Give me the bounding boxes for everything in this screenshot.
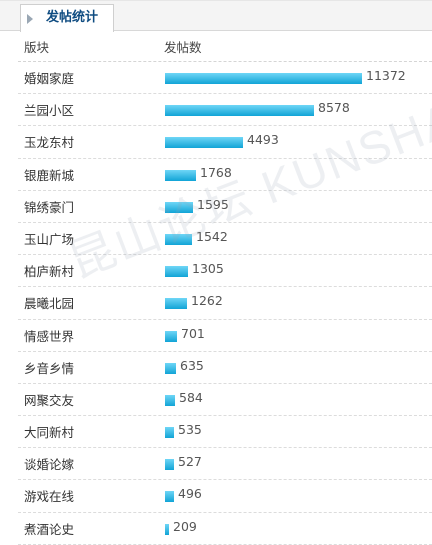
post-count-value: 635 bbox=[180, 357, 204, 373]
board-name-link[interactable]: 婚姻家庭 bbox=[24, 71, 75, 86]
post-count-value: 209 bbox=[173, 518, 197, 534]
board-name-link[interactable]: 兰园小区 bbox=[24, 103, 75, 119]
board-name-link[interactable]: 情感世界 bbox=[24, 328, 75, 344]
post-count-bar bbox=[165, 459, 174, 471]
board-name-link[interactable]: 谈婚论嫁 bbox=[24, 457, 75, 473]
table-row: 玉山广场 1542 bbox=[18, 223, 432, 256]
board-name-link[interactable]: 乡音乡情 bbox=[24, 360, 75, 376]
post-count-bar bbox=[165, 105, 314, 117]
column-header-board: 版块 bbox=[24, 40, 50, 55]
table-row: 柏庐新村 1305 bbox=[18, 255, 432, 288]
tab-post-stats[interactable]: 发帖统计 bbox=[20, 4, 114, 32]
table-row: 兰园小区 8578 bbox=[18, 94, 432, 127]
post-count-bar bbox=[165, 233, 192, 245]
post-count-bar bbox=[165, 491, 174, 503]
board-name-link[interactable]: 玉山广场 bbox=[24, 231, 75, 247]
post-count-bar bbox=[165, 169, 196, 181]
post-count-bar bbox=[165, 73, 362, 84]
tab-bar-divider bbox=[0, 0, 432, 1]
post-count-bar bbox=[165, 523, 169, 535]
post-count-bar bbox=[165, 362, 176, 374]
board-name-link[interactable]: 柏庐新村 bbox=[24, 264, 75, 280]
tab-post-stats-label: 发帖统计 bbox=[46, 10, 99, 25]
post-count-value: 584 bbox=[179, 389, 203, 405]
post-count-value: 527 bbox=[178, 454, 202, 470]
board-stats-list: 婚姻家庭 11372 兰园小区 8578 玉龙东村 4493 银鹿新城 1768 锦绣豪门 159… bbox=[18, 62, 432, 545]
post-count-value: 1595 bbox=[197, 196, 229, 212]
post-count-bar bbox=[165, 201, 193, 213]
board-name-link[interactable]: 煮酒论史 bbox=[24, 521, 75, 537]
board-name-link[interactable]: 银鹿新城 bbox=[24, 167, 75, 183]
column-header-post-count: 发帖数 bbox=[164, 40, 202, 55]
table-row: 谈婚论嫁 527 bbox=[18, 448, 432, 481]
tab-bar: 发帖统计 bbox=[0, 0, 432, 32]
post-count-bar bbox=[165, 394, 175, 406]
post-count-bar bbox=[165, 427, 174, 439]
post-count-bar bbox=[165, 266, 188, 278]
table-row: 银鹿新城 1768 bbox=[18, 159, 432, 191]
table-header: 版块 发帖数 bbox=[18, 33, 432, 62]
post-count-value: 1768 bbox=[200, 164, 232, 180]
table-row: 玉龙东村 4493 bbox=[18, 126, 432, 159]
post-count-bar bbox=[165, 298, 187, 310]
table-row: 网聚交友 584 bbox=[18, 384, 432, 417]
board-name-link[interactable]: 锦绣豪门 bbox=[24, 199, 75, 215]
table-row: 游戏在线 496 bbox=[18, 480, 432, 513]
table-row: 婚姻家庭 11372 bbox=[18, 62, 432, 95]
post-count-value: 11372 bbox=[366, 68, 406, 83]
table-row: 锦绣豪门 1595 bbox=[18, 191, 432, 223]
board-name-link[interactable]: 游戏在线 bbox=[24, 489, 75, 505]
board-name-link[interactable]: 玉龙东村 bbox=[24, 135, 75, 151]
table-row: 大同新村 535 bbox=[18, 416, 432, 449]
board-name-link[interactable]: 大同新村 bbox=[24, 425, 75, 441]
post-count-value: 1262 bbox=[191, 293, 223, 309]
post-count-value: 1542 bbox=[196, 228, 228, 244]
board-name-link[interactable]: 网聚交友 bbox=[24, 392, 75, 408]
table-row: 煮酒论史 209 bbox=[18, 513, 432, 545]
post-count-bar bbox=[165, 330, 177, 342]
post-count-bar bbox=[165, 137, 243, 149]
table-row: 乡音乡情 635 bbox=[18, 352, 432, 384]
post-count-value: 496 bbox=[178, 486, 202, 502]
table-row: 晨曦北园 1262 bbox=[18, 287, 432, 320]
post-count-value: 535 bbox=[178, 422, 202, 438]
post-count-value: 1305 bbox=[192, 261, 224, 277]
table-row: 情感世界 701 bbox=[18, 320, 432, 352]
tab-arrow-icon bbox=[27, 14, 33, 24]
board-name-link[interactable]: 晨曦北园 bbox=[24, 296, 75, 312]
post-count-value: 701 bbox=[181, 325, 205, 341]
post-count-value: 4493 bbox=[247, 132, 279, 148]
post-count-value: 8578 bbox=[318, 100, 350, 116]
